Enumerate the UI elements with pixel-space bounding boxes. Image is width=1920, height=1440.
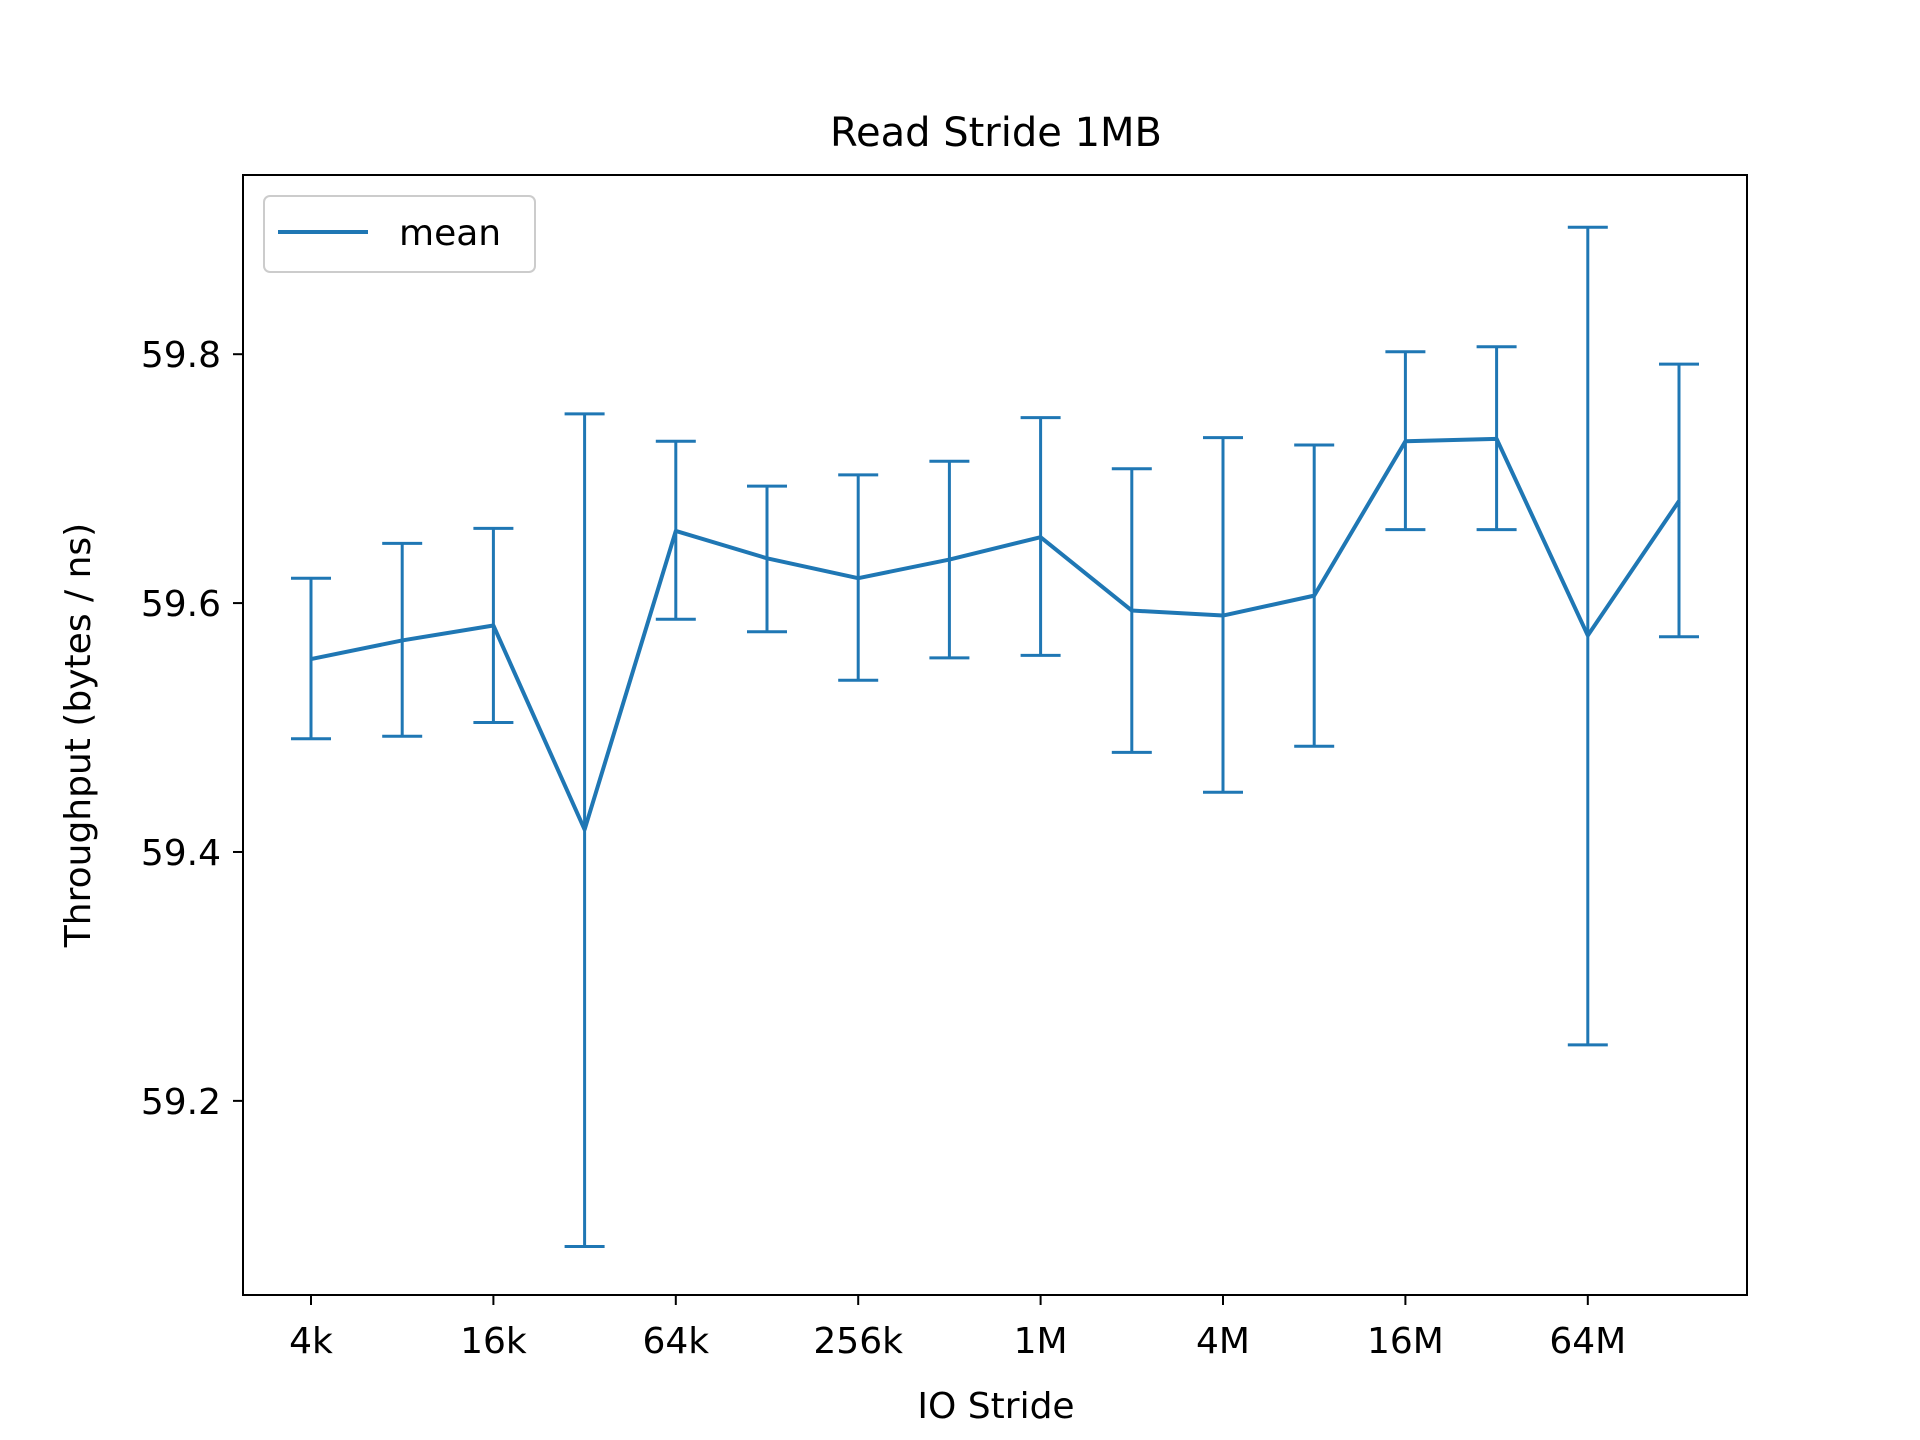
y-axis: 59.2 59.4 59.6 59.8: [141, 335, 243, 1123]
x-axis: 4k 16k 64k 256k 1M 4M 16M 64M: [289, 1295, 1626, 1362]
x-tick-label: 64M: [1549, 1321, 1626, 1362]
x-tick-label: 4M: [1196, 1321, 1250, 1362]
y-axis-label: Throughput (bytes / ns): [58, 523, 99, 948]
legend: mean: [263, 195, 536, 273]
y-tick-label: 59.6: [141, 584, 221, 625]
series-line-mean: [310, 436, 1681, 832]
legend-frame: [263, 195, 536, 273]
plot-frame: [242, 174, 1748, 1296]
legend-label: mean: [399, 213, 501, 254]
x-tick-label: 64k: [642, 1321, 709, 1362]
y-tick-label: 59.2: [141, 1082, 221, 1123]
plot-area: [291, 225, 1699, 1248]
x-tick-label: 16k: [460, 1321, 527, 1362]
x-tick-label: 1M: [1014, 1321, 1068, 1362]
y-tick-label: 59.8: [141, 335, 221, 376]
chart-title: Read Stride 1MB: [830, 110, 1162, 156]
x-axis-label: IO Stride: [917, 1386, 1074, 1427]
y-tick-label: 59.4: [141, 833, 221, 874]
x-tick-label: 256k: [813, 1321, 903, 1362]
x-tick-label: 4k: [289, 1321, 333, 1362]
x-tick-label: 16M: [1367, 1321, 1444, 1362]
